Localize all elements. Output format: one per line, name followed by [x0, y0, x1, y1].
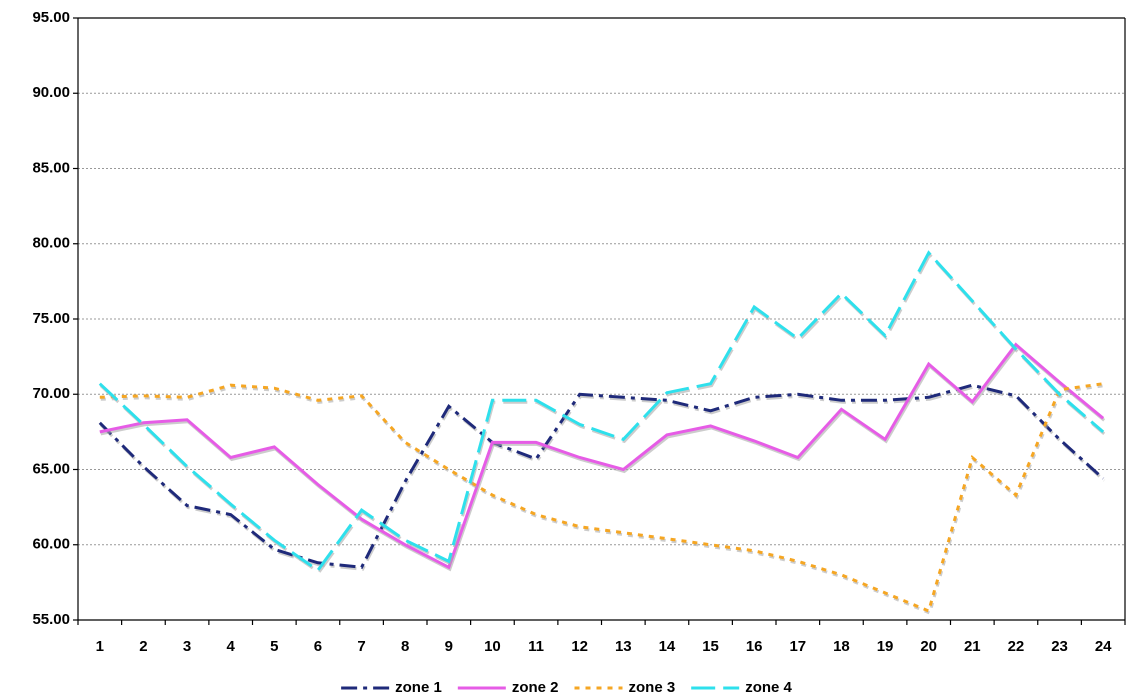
x-tick-label: 2	[139, 638, 147, 655]
y-tick-label: 90.00	[32, 84, 70, 101]
x-tick-label: 20	[920, 638, 937, 655]
legend-label: zone 3	[629, 679, 676, 696]
x-tick-label: 3	[183, 638, 191, 655]
series-line	[99, 382, 1104, 614]
x-tick-label: 5	[270, 638, 278, 655]
x-tick-label: 24	[1095, 638, 1112, 655]
x-tick-label: 10	[484, 638, 501, 655]
legend-label: zone 2	[512, 679, 559, 696]
x-tick-label: 21	[964, 638, 981, 655]
x-tick-label: 14	[659, 638, 676, 655]
x-tick-label: 1	[96, 638, 104, 655]
line-shadow	[100, 384, 1105, 616]
x-tick-label: 15	[702, 638, 719, 655]
x-tick-label: 22	[1008, 638, 1025, 655]
legend-label: zone 1	[395, 679, 442, 696]
series-line	[99, 342, 1105, 570]
y-tick-label: 95.00	[32, 9, 70, 26]
x-tick-label: 12	[571, 638, 588, 655]
x-tick-label: 18	[833, 638, 850, 655]
line-shadow	[99, 385, 1106, 571]
x-tick-label: 13	[615, 638, 632, 655]
y-tick-label: 65.00	[32, 460, 70, 477]
y-tick-label: 70.00	[32, 385, 70, 402]
y-tick-label: 75.00	[32, 310, 70, 327]
x-tick-label: 8	[401, 638, 409, 655]
y-tick-label: 80.00	[32, 235, 70, 252]
line-shadow	[100, 344, 1106, 572]
series-line	[98, 383, 1105, 569]
x-tick-label: 11	[528, 638, 544, 655]
x-tick-label: 9	[445, 638, 453, 655]
x-tick-label: 6	[314, 638, 322, 655]
x-tick-label: 4	[227, 638, 236, 655]
x-tick-label: 17	[789, 638, 806, 655]
legend-label: zone 4	[745, 679, 792, 696]
x-tick-label: 19	[877, 638, 894, 655]
x-tick-label: 16	[746, 638, 763, 655]
series-line	[98, 250, 1105, 573]
x-tick-label: 23	[1051, 638, 1068, 655]
y-tick-label: 60.00	[32, 536, 70, 553]
x-tick-label: 7	[357, 638, 365, 655]
y-tick-label: 85.00	[32, 159, 70, 176]
line-shadow	[99, 252, 1106, 575]
y-tick-label: 55.00	[32, 611, 70, 628]
